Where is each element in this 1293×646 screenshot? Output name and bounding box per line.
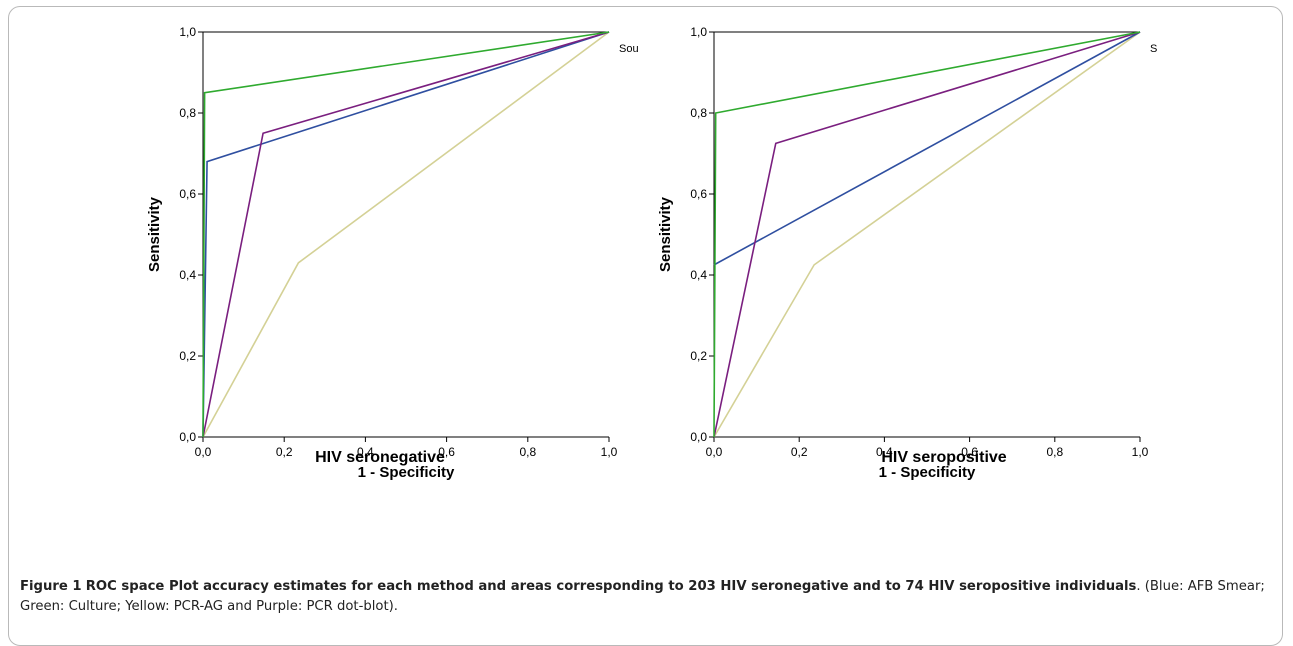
y-tick-label: 0,0 xyxy=(690,430,707,444)
y-tick-label: 1,0 xyxy=(179,25,196,39)
x-tick-label: 0,8 xyxy=(1046,445,1063,459)
figure-caption-text: . (Blue: AFB Smear; Green: Culture; Yell… xyxy=(20,579,1265,614)
x-tick-label: 0,0 xyxy=(195,445,212,459)
y-axis-title: Sensitivity xyxy=(657,196,674,272)
x-axis-title: 1 - Specificity xyxy=(879,464,976,480)
y-tick-label: 1,0 xyxy=(690,25,707,39)
roc-chart-seropositive: 0,0 0,2 0,4 0,6 0,8 1,0 0,0 0,2 0,4 0,6 0,8 1,0 1 - … xyxy=(657,25,1157,480)
x-tick-label: 0,4 xyxy=(876,445,893,459)
y-tick-label: 0,4 xyxy=(179,268,196,282)
roc-curve-2 xyxy=(202,31,610,438)
x-tick-label: 0,2 xyxy=(276,445,293,459)
x-tick-label: 0,6 xyxy=(438,445,455,459)
x-tick-label: 0,4 xyxy=(357,445,374,459)
figure-caption: Figure 1 ROC space Plot accuracy estimat… xyxy=(20,577,1275,617)
panel-caption-seropositive: HIV seropositive xyxy=(881,449,1007,466)
legend-fragment: S xyxy=(1150,43,1157,55)
y-tick-label: 0,6 xyxy=(690,187,707,201)
roc-curve-0 xyxy=(202,31,610,438)
roc-chart-seronegative: 0,0 0,2 0,4 0,6 0,8 1,0 0,0 0,2 0,4 0,6 0,8 1,0 1 - … xyxy=(146,25,639,480)
roc-curve-1 xyxy=(713,31,1141,266)
y-tick-label: 0,8 xyxy=(690,106,707,120)
x-tick-label: 0,2 xyxy=(791,445,808,459)
x-tick-label: 1,0 xyxy=(601,445,618,459)
panel-caption-seronegative: HIV seronegative xyxy=(315,449,445,466)
x-axis-title: 1 - Specificity xyxy=(358,464,455,480)
y-axis-title: Sensitivity xyxy=(146,196,163,272)
y-tick-label: 0,6 xyxy=(179,187,196,201)
roc-curve-3 xyxy=(713,31,1141,438)
roc-curve-2 xyxy=(713,31,1141,438)
y-tick-label: 0,2 xyxy=(179,349,196,363)
x-tick-label: 0,0 xyxy=(706,445,723,459)
figure-label: Figure 1 xyxy=(20,579,82,594)
roc-curve-0 xyxy=(713,31,1141,438)
roc-curve-1 xyxy=(202,31,610,438)
y-tick-label: 0,8 xyxy=(179,106,196,120)
x-tick-label: 1,0 xyxy=(1132,445,1149,459)
y-tick-label: 0,0 xyxy=(179,430,196,444)
y-tick-label: 0,4 xyxy=(690,268,707,282)
x-tick-label: 0,8 xyxy=(519,445,536,459)
y-tick-label: 0,2 xyxy=(690,349,707,363)
roc-curve-3 xyxy=(202,31,610,438)
figure-title: ROC space Plot accuracy estimates for ea… xyxy=(85,579,1137,594)
x-tick-label: 0,6 xyxy=(961,445,978,459)
legend-fragment: Sou xyxy=(619,43,639,55)
